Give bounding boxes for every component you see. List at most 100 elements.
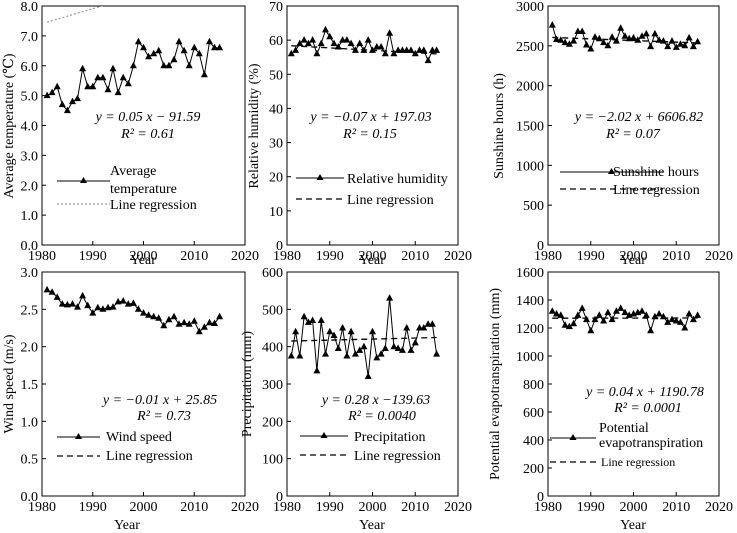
data-point — [595, 311, 603, 318]
legend-label-series: Wind speed — [106, 430, 172, 445]
data-point — [672, 317, 680, 324]
data-point — [296, 39, 304, 47]
y-tick-label: 600 — [523, 406, 544, 421]
y-tick-label: 0 — [537, 490, 544, 505]
y-tick-label: 500 — [262, 303, 283, 318]
data-point — [659, 312, 667, 320]
x-tick-label: 2010 — [401, 249, 429, 264]
regression-equation: y = 0.04 x + 1190.78 — [584, 385, 704, 400]
y-tick-label: 0.0 — [21, 490, 39, 505]
data-point — [206, 37, 213, 45]
data-point — [74, 94, 81, 102]
x-tick-label: 2000 — [130, 500, 158, 515]
data-point — [317, 316, 325, 323]
panel-relative-humidity: 0 10 20 30 40 50 60 70 1980 1990 2000 2010 2020 Rel… — [247, 0, 472, 268]
data-point — [369, 46, 376, 53]
data-point — [553, 310, 560, 317]
data-point — [651, 29, 659, 37]
x-axis-label: Year — [620, 518, 646, 533]
data-point — [94, 303, 102, 311]
data-point — [377, 43, 385, 50]
data-point — [140, 43, 147, 51]
legend-marker-triangle-icon — [80, 177, 87, 183]
data-point — [548, 21, 556, 28]
data-point — [190, 43, 198, 51]
data-point — [578, 27, 586, 34]
x-axis-label: Year — [359, 518, 385, 533]
y-tick-label: 60 — [269, 34, 283, 49]
data-point — [343, 352, 351, 359]
data-point — [69, 300, 76, 307]
x-tick-label: 2000 — [359, 249, 387, 264]
data-point — [43, 91, 51, 99]
data-point — [287, 49, 295, 57]
data-point — [211, 43, 218, 51]
y-tick-label: 1000 — [516, 350, 544, 365]
y-axis-label: Relative humidity (%) — [247, 63, 262, 189]
data-point — [129, 61, 137, 69]
data-point — [638, 32, 646, 39]
y-axis-label: Precipitation (mm) — [240, 331, 255, 437]
series-line — [290, 298, 438, 377]
data-point — [647, 42, 655, 50]
x-tick-label: 2000 — [130, 249, 158, 264]
data-point — [681, 41, 689, 49]
data-point — [185, 61, 193, 69]
y-axis-label: Average temperature (℃) — [2, 53, 17, 199]
legend-label-series: Average — [110, 164, 156, 179]
y-tick-label: 400 — [523, 434, 544, 449]
data-point — [604, 308, 612, 316]
data-point — [595, 34, 603, 42]
data-point — [170, 312, 178, 320]
panel-wind-speed: 0.0 0.5 1.0 1.5 2.0 2.5 3.0 1980 1990 2000 2010 20… — [2, 266, 259, 533]
x-tick-label: 1980 — [28, 500, 56, 515]
y-tick-label: 20 — [269, 171, 283, 186]
data-point — [664, 318, 672, 325]
data-point — [351, 350, 359, 357]
data-point — [364, 36, 372, 43]
plot-area — [287, 294, 441, 379]
x-tick-label: 1980 — [273, 500, 301, 515]
legend-label-series-line2: evapotranspiration — [599, 436, 703, 451]
panel-precipitation: 0 100 200 300 400 500 600 1980 1990 2000 2010 2020… — [240, 266, 472, 533]
data-point — [377, 350, 385, 357]
y-tick-label: 6.0 — [21, 60, 39, 75]
data-point — [48, 88, 56, 96]
data-point — [124, 300, 132, 307]
x-ticks: 1980 1990 2000 2010 2020 — [28, 241, 259, 264]
data-point — [587, 326, 595, 334]
legend-marker-triangle-icon — [320, 432, 328, 438]
data-point — [190, 317, 198, 324]
data-point — [129, 299, 137, 306]
plot-area — [548, 21, 702, 52]
legend-label-series-line2: temperature — [110, 182, 177, 197]
data-point — [394, 344, 402, 351]
x-tick-label: 2010 — [180, 249, 208, 264]
x-tick-label: 2020 — [705, 500, 733, 515]
data-point — [155, 314, 163, 321]
data-point — [672, 43, 680, 50]
data-point — [411, 49, 419, 57]
data-point — [48, 288, 56, 295]
data-point — [58, 100, 66, 108]
x-tick-label: 1990 — [79, 249, 107, 264]
x-tick-label: 1980 — [28, 249, 56, 264]
legend-label-regression: Line regression — [354, 449, 441, 464]
data-point — [160, 61, 168, 69]
y-tick-label: 8.0 — [21, 0, 39, 15]
data-point — [685, 310, 693, 317]
legend-label-series: Relative humidity — [347, 172, 448, 187]
y-tick-label: 3.0 — [21, 266, 39, 281]
data-point — [185, 320, 193, 327]
data-point — [180, 46, 188, 54]
data-point — [326, 327, 334, 335]
data-point — [390, 49, 398, 57]
x-axis-label: Year — [114, 518, 140, 533]
r-squared: R² = 0.73 — [136, 409, 191, 424]
y-axis-label: Potential evapotranspiration (mm) — [488, 288, 503, 480]
plot-area — [43, 285, 224, 335]
data-point — [211, 319, 218, 326]
data-point — [608, 315, 616, 323]
data-point — [668, 37, 676, 44]
